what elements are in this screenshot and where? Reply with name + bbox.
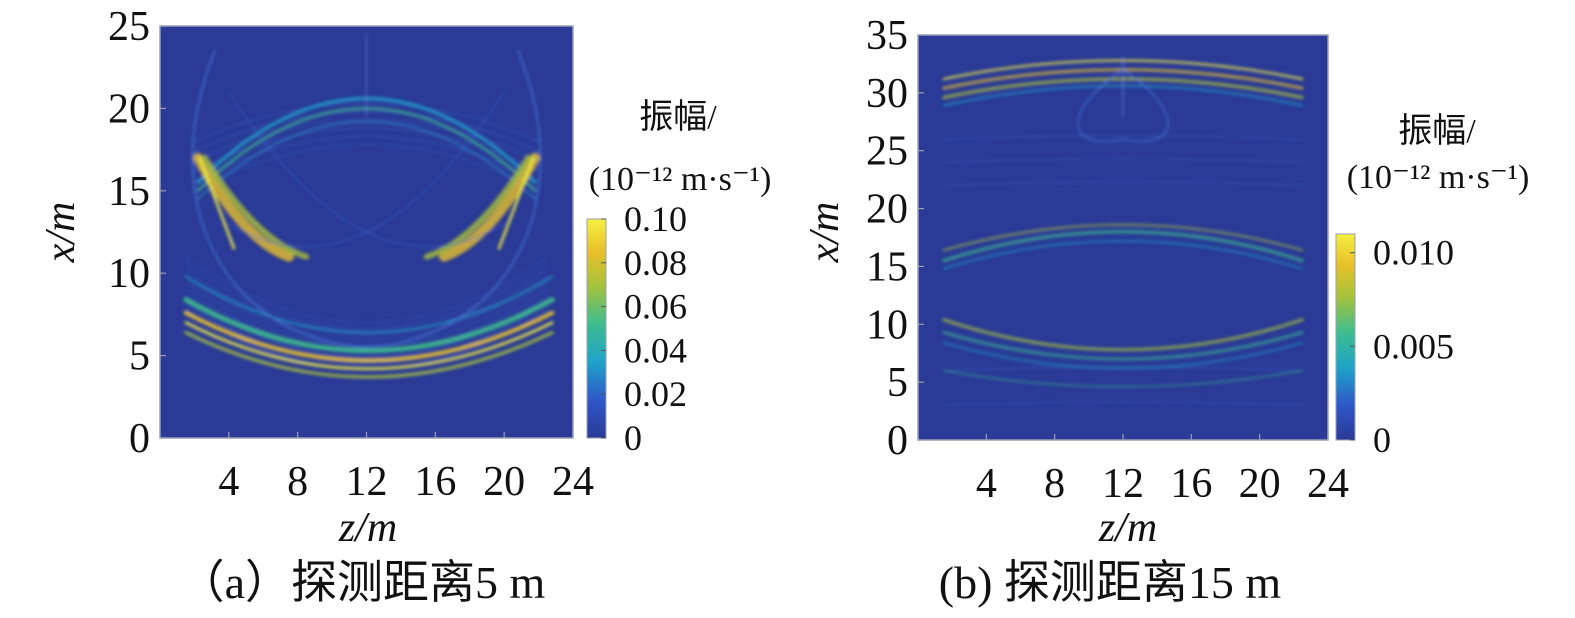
panel-a-colorbar-title-line1: 振幅/ — [639, 98, 717, 136]
panel-b-middle-wavefront — [942, 239, 1304, 270]
panel-b-colorbar: 振幅/ (10⁻¹² m·s⁻¹) 0 0.005 0.010 — [1335, 112, 1530, 460]
panel-a-ylabel: x/m — [38, 202, 84, 264]
panel-a-ripple — [193, 135, 540, 182]
panel-a-left-lobe — [192, 152, 295, 262]
panel-a-ytick-label: 10 — [108, 251, 150, 297]
panel-a-colorbar-tick-label: 0.02 — [624, 374, 687, 414]
panel-a-ripple — [185, 282, 548, 347]
panel-b-ripple — [943, 366, 1303, 372]
panel-a-colorbar-gradient — [586, 218, 607, 439]
panel-a-colorbar: 振幅/ (10⁻¹² m·s⁻¹) 00.020.040.060.080.10 — [586, 98, 772, 458]
panel-a-colorbar-tick-label: 0.08 — [624, 243, 687, 283]
panel-b-middle-wavefront — [942, 230, 1304, 263]
panel-a-xtick-label: 16 — [414, 459, 456, 505]
panel-b-colorbar-title-line2: (10⁻¹² m·s⁻¹) — [1347, 159, 1530, 196]
panel-b-lower-wavefront — [942, 318, 1304, 352]
panel-a-ytick-label: 5 — [129, 334, 150, 380]
panel-a-ripple — [193, 144, 540, 192]
panel-b-middle-wavefront — [942, 223, 1304, 252]
panel-b-colorbar-gradient — [1335, 233, 1356, 441]
panel-a-ripple — [185, 262, 548, 329]
panel-a-ripple — [185, 275, 548, 341]
panel-b-colorbar-tick-label: 0.010 — [1373, 233, 1454, 273]
panel-b-ytick-label: 20 — [866, 187, 908, 233]
panel-b-ripple — [943, 135, 1303, 140]
panel-b-lower-wavefront — [942, 331, 1304, 361]
panel-a-ytick-label: 20 — [108, 86, 150, 132]
panel-b-colorbar-title-line1: 振幅/ — [1398, 112, 1476, 150]
panel-a-lower-wavefront — [184, 321, 554, 371]
panel-b-lower-wavefront — [942, 341, 1304, 370]
panel-b-ytick-label: 30 — [866, 71, 908, 117]
panel-a-ripple — [193, 119, 540, 162]
panel-a-lower-wavefront — [183, 310, 555, 363]
panel-a-reflected-arc — [191, 49, 542, 349]
panel-a-ripple — [185, 269, 548, 335]
panel-a-caption: （a）探测距离5 m — [179, 557, 546, 608]
panel-b-ripple — [943, 401, 1303, 406]
panel-b-xtick-label: 16 — [1170, 461, 1212, 507]
panel-b-colorbar-tick-label: 0.005 — [1373, 326, 1454, 366]
panel-b-xtick-label: 24 — [1307, 461, 1349, 507]
panel-a-xtick-label: 4 — [218, 459, 239, 505]
panel-a-lower-wavefront — [183, 297, 555, 354]
panel-a-field — [160, 26, 573, 438]
panel-b-xtick-label: 12 — [1102, 461, 1144, 507]
panel-b-ripple — [943, 181, 1303, 187]
panel-a-axes: 4 8 12 16 20 24 0 5 10 15 20 25 — [108, 4, 594, 505]
panel-a-upper-wavefront — [196, 120, 537, 200]
panel-a-xtick-label: 12 — [346, 459, 388, 505]
panel-a-ytick-label: 0 — [129, 416, 150, 462]
panel-a-ripple — [185, 256, 548, 324]
panel-b-field — [918, 35, 1328, 440]
panel-a-colorbar-tick-label: 0.04 — [624, 330, 687, 370]
panel-b-ylabel: x/m — [802, 202, 848, 264]
panel-a-xtick-label: 24 — [552, 459, 594, 505]
panel-a-colorbar-title-line2: (10⁻¹² m·s⁻¹) — [589, 161, 772, 198]
panel-b-axes: 4 8 12 16 20 24 0 5 10 15 20 25 30 35 — [866, 13, 1349, 507]
panel-a-left-edge — [198, 156, 236, 250]
panel-a-lower-wavefront — [184, 331, 554, 379]
panel-b-ytick-label: 5 — [887, 360, 908, 406]
panel-b-ytick-label: 15 — [866, 244, 908, 290]
panel-b-ytick-label: 25 — [866, 129, 908, 175]
panel-a-colorbar-tick-label: 0.10 — [624, 199, 687, 239]
panel-b-xtick-label: 4 — [976, 461, 997, 507]
panel-a-lower-wavefront — [184, 275, 554, 334]
panel-a-ytick-label: 15 — [108, 169, 150, 215]
panel-b-xtick-label: 8 — [1044, 461, 1065, 507]
panel-b-ytick-label: 10 — [866, 302, 908, 348]
panel-b-xlabel: z/m — [1098, 505, 1157, 551]
panel-b: 4 8 12 16 20 24 0 5 10 15 20 25 30 35 x/m z/m (b) 探测距… — [802, 13, 1529, 608]
panel-a-xtick-label: 8 — [287, 459, 308, 505]
panel-a-cross-arc — [228, 91, 505, 248]
panel-b-ytick-label: 35 — [866, 13, 908, 59]
panel-b-ytick-label: 0 — [887, 418, 908, 464]
panel-a-right-lobe — [438, 152, 541, 262]
panel-b-caption: (b) 探测距离15 m — [939, 557, 1282, 608]
panel-b-scatter-loop — [1077, 69, 1169, 143]
panel-b-colorbar-tick-label: 0 — [1373, 420, 1391, 460]
panel-b-lower-wavefront — [942, 369, 1304, 388]
panel-a-colorbar-tick-label: 0.06 — [624, 287, 687, 327]
panel-a-ripple — [193, 127, 540, 172]
panel-a-left-lobe — [201, 154, 310, 260]
panel-a-ripple — [185, 302, 548, 364]
panel-a-xtick-label: 20 — [483, 459, 525, 505]
panel-b-ripple — [943, 158, 1303, 163]
panel-a-right-lobe — [423, 154, 532, 260]
panel-a-colorbar-tick-label: 0 — [624, 418, 642, 458]
panel-b-xtick-label: 20 — [1239, 461, 1281, 507]
panel-a-ytick-label: 25 — [108, 4, 150, 50]
panel-a-right-edge — [497, 156, 535, 250]
panel-a-xlabel: z/m — [338, 505, 397, 551]
